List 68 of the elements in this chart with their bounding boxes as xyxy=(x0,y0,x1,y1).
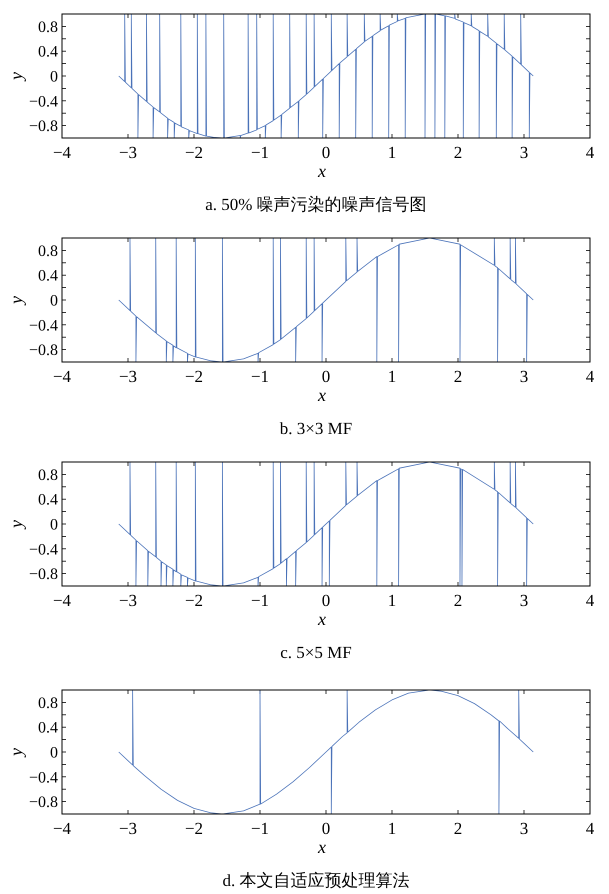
y-axis-title: y xyxy=(6,748,26,758)
x-axis-title: x xyxy=(317,837,326,857)
x-tick-label: 4 xyxy=(586,143,595,162)
y-tick-label: 0.4 xyxy=(38,44,58,61)
x-tick-label: −3 xyxy=(118,143,138,162)
x-tick-label: 4 xyxy=(586,819,595,838)
y-tick-label: −0.4 xyxy=(28,93,58,110)
x-tick-label: 2 xyxy=(454,143,462,162)
x-tick-label: 0 xyxy=(322,143,330,162)
x-tick-label: 4 xyxy=(586,591,595,610)
y-tick-label: 0.4 xyxy=(38,492,58,509)
x-axis-title: x xyxy=(317,161,326,181)
y-tick-label: −0.4 xyxy=(28,769,58,786)
y-tick-label: 0.8 xyxy=(38,694,58,712)
text: c. 5×5 MF xyxy=(280,643,352,662)
y-axis-title: y xyxy=(6,72,26,82)
x-tick-label: 2 xyxy=(454,591,462,610)
x-tick-label: 3 xyxy=(520,367,528,386)
x-tick-label: 1 xyxy=(388,819,396,838)
x-tick-label: −3 xyxy=(118,367,138,386)
y-tick-label: −0.8 xyxy=(28,566,58,584)
x-tick-label: −1 xyxy=(250,143,270,162)
x-tick-label: 3 xyxy=(520,591,528,610)
x-tick-label: −4 xyxy=(52,367,72,386)
y-tick-label: 0 xyxy=(50,744,58,762)
x-tick-label: −2 xyxy=(184,591,204,610)
y-axis-title: y xyxy=(6,296,26,306)
y-tick-label: −0.8 xyxy=(28,794,58,812)
x-tick-label: 2 xyxy=(454,367,462,386)
text: d. 本文自适应预处理算法 xyxy=(222,871,410,890)
x-tick-label: −3 xyxy=(118,591,138,610)
y-tick-label: −0.4 xyxy=(28,317,58,334)
y-tick-label: 0 xyxy=(50,516,58,534)
y-tick-label: 0.4 xyxy=(38,720,58,737)
y-tick-label: 0.4 xyxy=(38,268,58,285)
x-tick-label: 4 xyxy=(586,367,595,386)
y-tick-label: −0.4 xyxy=(28,541,58,558)
y-tick-label: −0.8 xyxy=(28,118,58,136)
x-tick-label: 1 xyxy=(388,367,396,386)
x-tick-label: −1 xyxy=(250,367,270,386)
x-axis-title: x xyxy=(317,385,326,405)
x-tick-label: −1 xyxy=(250,819,270,838)
x-tick-label: −4 xyxy=(52,143,72,162)
text: b. 3×3 MF xyxy=(280,419,352,438)
y-tick-label: 0 xyxy=(50,292,58,310)
x-tick-label: 1 xyxy=(388,143,396,162)
x-tick-label: 1 xyxy=(388,591,396,610)
y-tick-label: 0.8 xyxy=(38,18,58,36)
y-tick-label: 0.8 xyxy=(38,242,58,260)
x-tick-label: 2 xyxy=(454,819,462,838)
y-axis-title: y xyxy=(6,520,26,530)
x-tick-label: 3 xyxy=(520,819,528,838)
x-tick-label: −2 xyxy=(184,367,204,386)
x-tick-label: 0 xyxy=(322,819,330,838)
x-tick-label: 3 xyxy=(520,143,528,162)
x-tick-label: −1 xyxy=(250,591,270,610)
x-tick-label: −3 xyxy=(118,819,138,838)
x-tick-label: −2 xyxy=(184,143,204,162)
x-axis-title: x xyxy=(317,609,326,629)
y-tick-label: 0.8 xyxy=(38,466,58,484)
x-tick-label: −4 xyxy=(52,591,72,610)
x-tick-label: 0 xyxy=(322,591,330,610)
y-tick-label: −0.8 xyxy=(28,342,58,360)
y-tick-label: 0 xyxy=(50,68,58,86)
x-tick-label: 0 xyxy=(322,367,330,386)
x-tick-label: −4 xyxy=(52,819,72,838)
text: a. 50% 噪声污染的噪声信号图 xyxy=(205,195,427,214)
x-tick-label: −2 xyxy=(184,819,204,838)
